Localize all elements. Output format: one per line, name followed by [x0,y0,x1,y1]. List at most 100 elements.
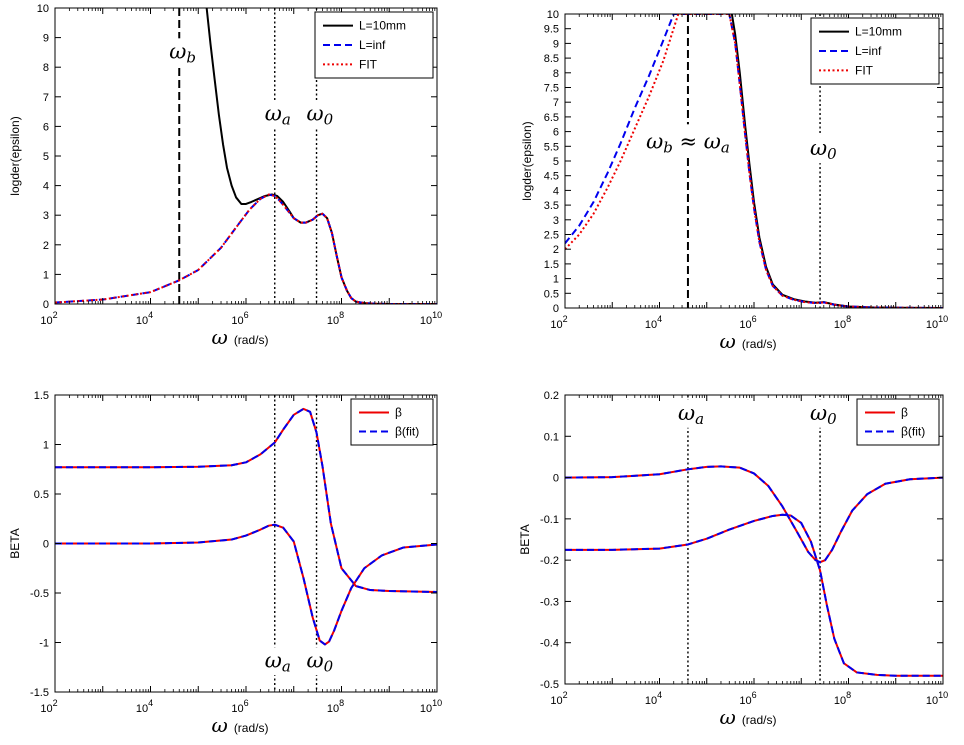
y-tick-label: 7.5 [544,83,559,95]
y-tick-label: 0.2 [544,390,559,402]
omega-symbol: ω [307,648,324,672]
legend: β β(fit) [856,398,940,446]
tick-exponent: 8 [339,310,344,320]
y-tick-label: 10 [37,3,49,15]
y-tick-label: 2 [553,244,559,256]
y-tick-label: 2.5 [544,230,559,242]
legend: β β(fit) [350,398,434,446]
y-tick-label: 1 [43,440,49,452]
annotation-omega-b-approx-omega-a: ωb ≈ ωa [646,129,730,156]
x-axis-unit: (rad/s) [234,333,269,347]
x-tick-label: 108 [327,310,344,327]
legend-item: L=inf [323,38,386,52]
legend-item: β(fit) [359,425,419,439]
y-axis-label: BETA [8,528,22,558]
y-tick-label: 6.5 [544,112,559,124]
y-tick-label: 0.5 [544,288,559,300]
y-axis-label: logder(epsilon) [8,116,22,195]
y-tick-label: 6 [43,121,49,133]
omega-symbol: ω [810,401,827,425]
omega-subscript: a [721,138,730,156]
series-line-4 [55,523,437,646]
x-axis-label: ω (rad/s) [212,713,269,737]
vline-label-3: ω0 [307,101,334,128]
y-tick-label: 4.5 [544,171,559,183]
y-tick-label: 10 [547,9,559,21]
vline-label-1: ωa [678,401,704,428]
tick-exponent: 10 [938,690,948,700]
y-tick-label: -0.5 [540,679,559,691]
x-tick-label: 108 [327,698,344,715]
tick-base: 10 [550,695,562,707]
legend-item: FIT [819,63,874,77]
x-tick-label: 104 [645,314,662,331]
x-tick-label: 102 [550,314,567,331]
y-tick-label: 0.5 [34,489,49,501]
x-tick-label: 108 [834,314,851,331]
x-tick-label: 106 [231,698,248,715]
vline-label-bg [806,135,837,164]
vline-label-bg [260,100,291,129]
y-tick-label: 0 [553,473,559,485]
tick-exponent: 8 [339,698,344,708]
legend-label: L=inf [359,38,386,52]
omega-subscript: a [282,657,291,675]
tick-exponent: 10 [938,314,948,324]
x-axis-unit: (rad/s) [742,337,777,351]
x-tick-label: 1010 [926,314,948,331]
tick-base: 10 [645,319,657,331]
annotation-bg [643,124,734,157]
tick-base: 10 [926,319,938,331]
y-tick-label: 3 [43,210,49,222]
omega-subscript: 0 [324,110,334,128]
tick-exponent: 6 [244,310,249,320]
y-tick-label: 7 [43,92,49,104]
y-tick-label: 3.5 [544,200,559,212]
vline-label-2: ω0 [810,401,837,428]
y-tick-label: 7 [553,97,559,109]
omega-symbol: ω [646,129,663,153]
vline-label-2: ωa [265,101,291,128]
omega-subscript: 0 [827,410,837,428]
tick-exponent: 6 [752,314,757,324]
tick-base: 10 [550,319,562,331]
y-tick-label: 9 [553,38,559,50]
plot-content [565,395,943,684]
omega-subscript: b [663,138,673,156]
vline-label-1: ωb [169,39,196,66]
omega-symbol: ω [169,39,186,63]
tick-base: 10 [420,703,432,715]
y-tick-label: 4 [43,181,49,193]
y-axis-label: BETA [518,524,532,554]
tick-base: 10 [926,695,938,707]
y-tick-label: -0.4 [540,638,559,650]
y-tick-label: -1.5 [30,687,49,699]
x-tick-label: 102 [550,690,567,707]
y-tick-label: 0 [43,539,49,551]
tick-exponent: 6 [244,698,249,708]
tick-exponent: 2 [53,310,58,320]
legend-item: β(fit) [865,425,925,439]
vline-label-bg [165,38,196,67]
legend-label: FIT [855,63,874,77]
omega-subscript: 0 [827,145,837,163]
y-tick-label: 5 [553,156,559,168]
x-axis-label: ω (rad/s) [720,705,777,729]
tick-exponent: 10 [432,310,442,320]
tick-exponent: 8 [846,690,851,700]
vline-label-2: ω0 [810,136,837,163]
x-tick-label: 104 [136,310,153,327]
y-tick-label: 9 [43,33,49,45]
omega-subscript: b [186,48,196,66]
omega-symbol: ω [265,648,282,672]
y-tick-label: 0 [43,299,49,311]
y-tick-label: 1.5 [544,259,559,271]
omega-symbol: ω [810,136,827,160]
y-tick-label: 5 [43,151,49,163]
legend-label: β(fit) [395,425,419,439]
tick-exponent: 10 [432,698,442,708]
